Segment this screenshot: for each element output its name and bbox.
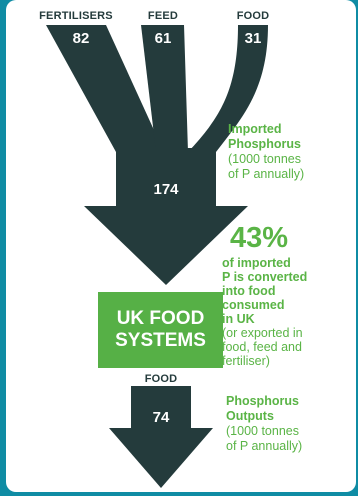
uk-food-systems-box: UK FOOD SYSTEMS xyxy=(98,292,223,368)
imported-title-line1: Imported xyxy=(228,122,282,136)
input-value-feed: 61 xyxy=(154,30,172,47)
outputs-sub-line1: (1000 tonnes xyxy=(226,424,299,438)
phosphorus-flow-diagram xyxy=(46,25,268,488)
total-value: 174 xyxy=(153,181,179,198)
input-label-feed: FEED xyxy=(147,10,179,22)
infographic-card: FERTILISERS FEED FOOD 82 61 31 174 Impor… xyxy=(6,0,356,492)
feed-flow xyxy=(141,25,188,152)
total-flow-trunk xyxy=(116,148,216,208)
input-value-fertilisers: 82 xyxy=(72,30,90,47)
stat-line-1: of imported xyxy=(222,256,291,270)
output-flow-shaft xyxy=(131,386,191,430)
stat-line-5: in UK xyxy=(222,312,255,326)
stat-percent: 43% xyxy=(230,222,289,254)
output-flow-arrowhead xyxy=(109,428,213,488)
food-input-flow xyxy=(188,25,268,152)
outputs-title-line2: Outputs xyxy=(226,409,274,423)
stat-note-line-1: (or exported in xyxy=(222,326,303,340)
box-line1: UK FOOD xyxy=(116,308,205,329)
stat-note-line-2: food, feed and xyxy=(222,340,302,354)
output-value: 74 xyxy=(152,409,170,426)
fertilisers-flow xyxy=(46,25,164,152)
outputs-title-line1: Phosphorus xyxy=(226,394,299,408)
imported-title-line2: Phosphorus xyxy=(228,137,301,151)
stat-line-2: P is converted xyxy=(222,270,308,284)
imported-sub-line1: (1000 tonnes xyxy=(228,152,301,166)
input-label-fertilisers: FERTILISERS xyxy=(39,10,113,22)
output-label-food: FOOD xyxy=(144,373,178,385)
imported-sub-line2: of P annually) xyxy=(228,167,305,181)
phosphorus-outputs-text: Phosphorus Outputs (1000 tonnes of P ann… xyxy=(226,394,351,454)
stat-line-3: into food xyxy=(222,284,276,298)
total-flow-arrowhead xyxy=(84,206,248,285)
stat-line-4: consumed xyxy=(222,298,285,312)
imported-phosphorus-text: Imported Phosphorus (1000 tonnes of P an… xyxy=(228,122,353,182)
outputs-sub-line2: of P annually) xyxy=(226,439,303,453)
stat-note-line-3: fertiliser) xyxy=(222,354,270,368)
box-line2: SYSTEMS xyxy=(115,330,206,351)
input-value-food: 31 xyxy=(244,30,262,47)
input-label-food: FOOD xyxy=(236,10,270,22)
stat-text: of imported P is converted into food con… xyxy=(222,256,352,368)
